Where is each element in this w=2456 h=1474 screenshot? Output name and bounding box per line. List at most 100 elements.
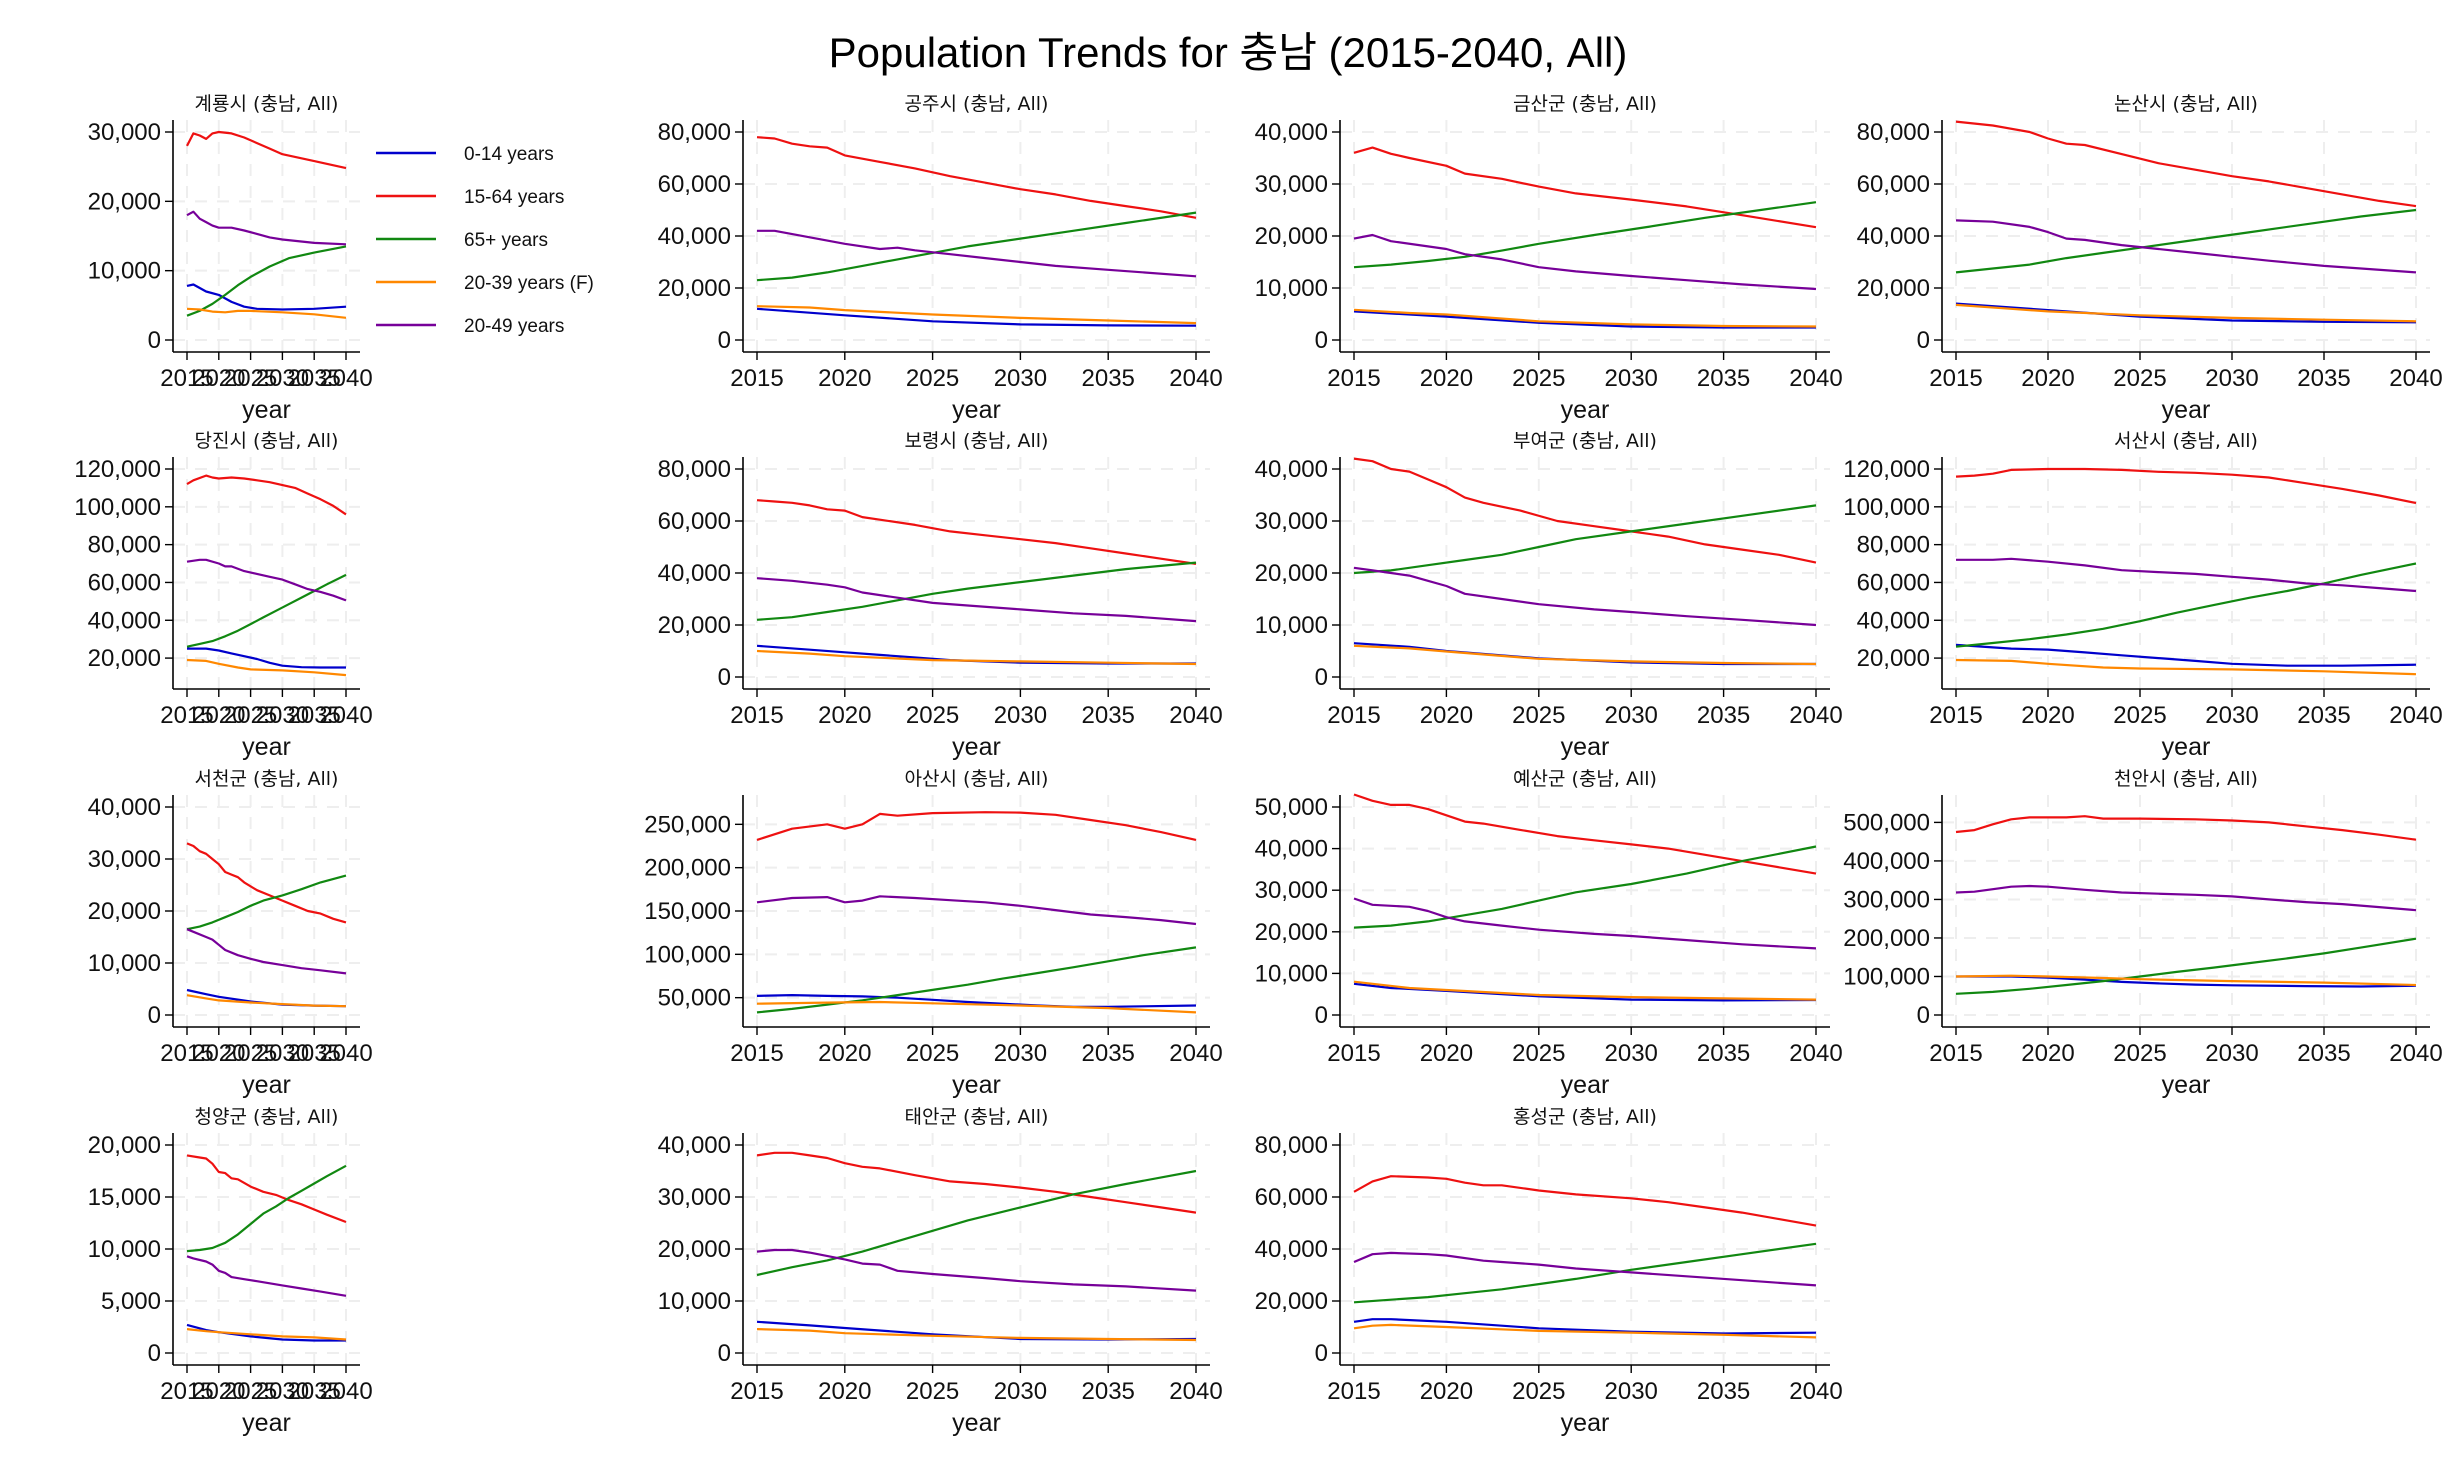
series-line-65-years [1353, 845, 1817, 929]
x-tick-label: 2040 [319, 1378, 372, 1405]
x-tick-label: 2030 [1605, 1378, 1658, 1405]
y-tick-label: 10,000 [88, 950, 161, 977]
panel-title: 아산시 (충남, All) [905, 768, 1049, 790]
x-tick-label: 2025 [2113, 365, 2166, 392]
x-axis-label: year [2162, 1071, 2211, 1099]
x-tick-label: 2040 [1789, 702, 1842, 729]
x-tick-label: 2025 [224, 365, 277, 392]
y-tick-label: 10,000 [88, 258, 161, 285]
y-tick-label: 200,000 [644, 855, 731, 882]
series-line-15-64-years [186, 1154, 347, 1224]
x-tick-label: 2035 [1697, 702, 1750, 729]
y-tick-label: 20,000 [88, 1132, 161, 1159]
panel-title: 예산군 (충남, All) [1513, 768, 1657, 790]
panel-title: 태안군 (충남, All) [905, 1106, 1049, 1128]
x-axis-label: year [1561, 396, 1610, 424]
series-line-20-49-years [1955, 884, 2417, 912]
panel-3: 0 10,000 20,000 30,000 40,000 2015 2020 2025 203… [1255, 93, 1843, 424]
y-tick-label: 20,000 [658, 612, 731, 639]
x-tick-label: 2020 [192, 1040, 245, 1067]
series-line-0-14-years [1955, 302, 2417, 324]
x-axis-label: year [242, 396, 291, 424]
y-tick-label: 40,000 [1857, 607, 1930, 634]
x-tick-label: 2015 [730, 1378, 783, 1405]
series-line-65-years [1955, 562, 2417, 648]
y-tick-label: 40,000 [1255, 456, 1328, 483]
panel-9: 010,00020,00030,00040,000201520202025203… [88, 768, 373, 1099]
x-tick-label: 2020 [2021, 1040, 2074, 1067]
y-tick-label: 30,000 [1255, 508, 1328, 535]
series-line-65-years [186, 245, 347, 317]
series-line-20-49-years [756, 577, 1197, 623]
panel-10: 50,000 100,000 150,000 200,000 250,000 2015 20… [644, 768, 1222, 1099]
y-tick-label: 0 [718, 327, 731, 354]
x-tick-label: 2025 [906, 365, 959, 392]
x-tick-label: 2040 [1169, 1040, 1222, 1067]
y-tick-label: 0 [148, 327, 161, 354]
x-tick-label: 2015 [1327, 1378, 1380, 1405]
panel-title: 천안시 (충남, All) [2114, 768, 2258, 790]
series-line-65-years [756, 211, 1197, 282]
x-tick-label: 2030 [1605, 702, 1658, 729]
y-tick-label: 20,000 [1255, 223, 1328, 250]
y-tick-label: 200,000 [1843, 925, 1930, 952]
series-line-15-64-years [1353, 146, 1817, 229]
legend-label: 0-14 years [464, 144, 554, 165]
panel-title: 홍성군 (충남, All) [1513, 1106, 1657, 1128]
panel-title: 계룡시 (충남, All) [195, 93, 339, 115]
y-tick-label: 60,000 [1857, 171, 1930, 198]
y-tick-label: 100,000 [1843, 963, 1930, 990]
series-line-20-49-years [186, 1255, 347, 1297]
series-line-65-years [756, 946, 1197, 1014]
y-tick-label: 40,000 [88, 607, 161, 634]
x-tick-label: 2035 [288, 1040, 341, 1067]
series-line-15-64-years [1353, 457, 1817, 564]
y-tick-label: 60,000 [1255, 1184, 1328, 1211]
y-tick-label: 150,000 [644, 898, 731, 925]
y-tick-label: 40,000 [658, 560, 731, 587]
y-tick-label: 80,000 [1255, 1132, 1328, 1159]
y-tick-label: 30,000 [658, 1184, 731, 1211]
y-tick-label: 300,000 [1843, 886, 1930, 913]
y-tick-label: 80,000 [658, 456, 731, 483]
y-tick-label: 5,000 [101, 1288, 161, 1315]
x-tick-label: 2030 [994, 1378, 1047, 1405]
x-tick-label: 2020 [2021, 365, 2074, 392]
series-line-20-49-years [756, 1248, 1197, 1292]
x-tick-label: 2020 [818, 1040, 871, 1067]
panel-8: 20,000 40,000 60,000 80,000 100,000 120,000 20… [1843, 430, 2442, 761]
series-line-20-39-years-f- [1353, 980, 1817, 1001]
y-tick-label: 40,000 [1255, 836, 1328, 863]
series-line-15-64-years [1955, 467, 2417, 505]
x-tick-label: 2040 [1169, 1378, 1222, 1405]
x-tick-label: 2025 [1512, 365, 1565, 392]
x-tick-label: 2015 [1929, 702, 1982, 729]
series-line-20-49-years [186, 558, 347, 602]
y-tick-label: 0 [718, 664, 731, 691]
x-tick-label: 2030 [256, 702, 309, 729]
y-tick-label: 30,000 [1255, 171, 1328, 198]
panel-title: 청양군 (충남, All) [195, 1106, 339, 1128]
legend-label: 65+ years [464, 230, 548, 251]
series-line-20-49-years [1955, 219, 2417, 274]
panel-11: 0 10,000 20,000 30,000 40,000 50,000 2015 2020 2… [1255, 768, 1843, 1099]
series-line-15-64-years [756, 1151, 1197, 1214]
x-tick-label: 2035 [288, 365, 341, 392]
panel-15: 0 20,000 40,000 60,000 80,000 2015 2020 2025 203… [1255, 1106, 1843, 1437]
series-line-65-years [756, 561, 1197, 621]
series-line-65-years [1353, 504, 1817, 575]
series-line-15-64-years [756, 811, 1197, 841]
x-tick-label: 2035 [288, 1378, 341, 1405]
x-axis-label: year [952, 396, 1001, 424]
y-tick-label: 80,000 [1857, 119, 1930, 146]
series-line-0-14-years [187, 647, 346, 669]
x-tick-label: 2015 [730, 702, 783, 729]
x-tick-label: 2015 [160, 702, 213, 729]
series-line-65-years [1955, 208, 2417, 274]
x-axis-label: year [1561, 1071, 1610, 1099]
y-tick-label: 120,000 [1843, 456, 1930, 483]
x-tick-label: 2025 [224, 1378, 277, 1405]
series-line-0-14-years [1353, 982, 1817, 1002]
y-tick-label: 80,000 [658, 119, 731, 146]
